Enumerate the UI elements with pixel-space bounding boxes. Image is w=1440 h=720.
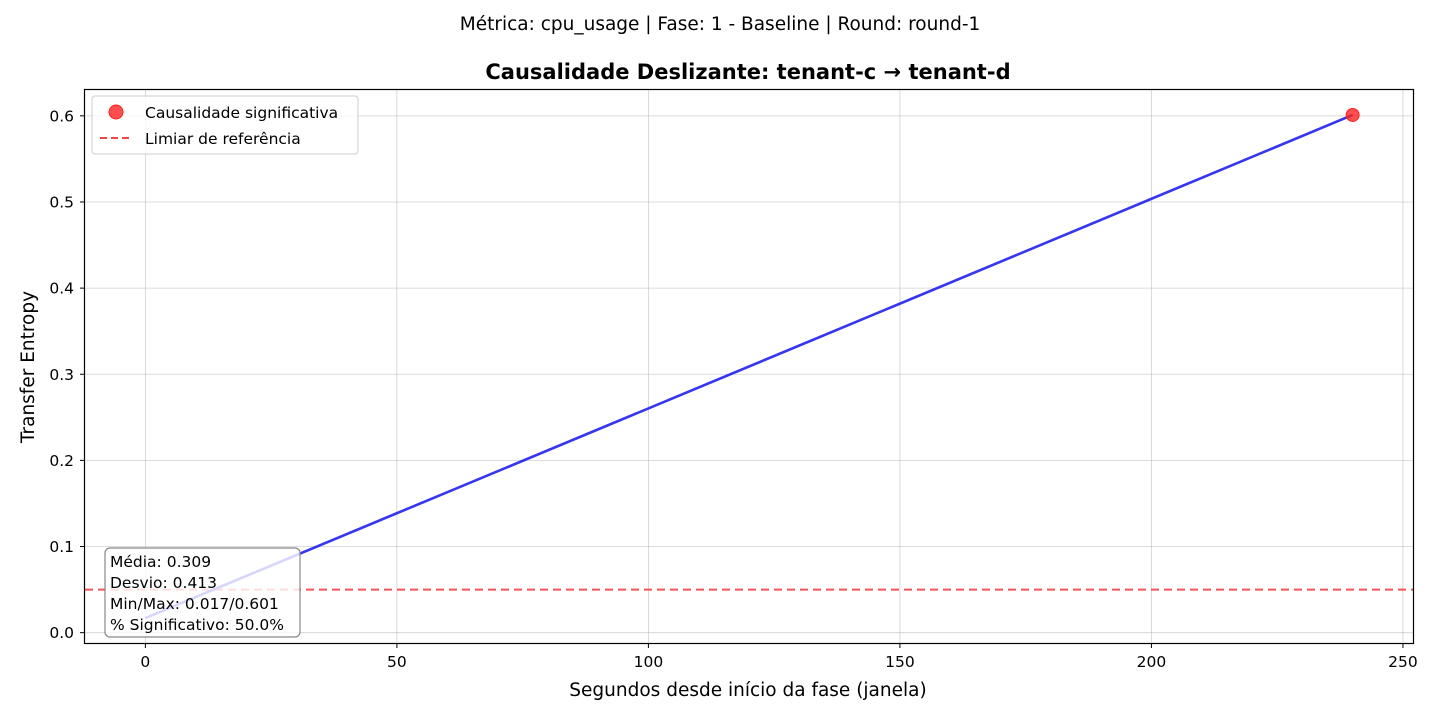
series-group bbox=[144, 113, 1354, 620]
y-tick-label: 0.4 bbox=[49, 280, 74, 298]
y-tick-label: 0.3 bbox=[49, 366, 74, 384]
x-tick-label: 150 bbox=[885, 653, 915, 671]
stats-line-mean: Média: 0.309 bbox=[110, 553, 211, 571]
plot-frame bbox=[83, 88, 1415, 645]
x-axis-ticks: 0 50 100 150 200 250 bbox=[140, 643, 1418, 671]
legend: Causalidade significativa Limiar de refe… bbox=[91, 95, 359, 155]
stats-line-minmax: Min/Max: 0.017/0.601 bbox=[110, 595, 279, 613]
stats-line-std: Desvio: 0.413 bbox=[110, 574, 217, 592]
stats-line-significant: % Significativo: 50.0% bbox=[110, 616, 284, 634]
stats-box: Média: 0.309 Desvio: 0.413 Min/Max: 0.01… bbox=[104, 547, 301, 638]
stats-box-frame bbox=[104, 547, 301, 638]
legend-frame bbox=[91, 95, 359, 155]
legend-marker-significant bbox=[108, 104, 124, 120]
chart-suptitle: Métrica: cpu_usage | Fase: 1 - Baseline … bbox=[460, 14, 981, 35]
significant-points-group bbox=[1345, 107, 1360, 122]
y-tick-label: 0.0 bbox=[49, 624, 74, 642]
grid-lines bbox=[85, 90, 1413, 643]
y-axis-label: Transfer Entropy bbox=[18, 291, 39, 444]
x-tick-label: 200 bbox=[1137, 653, 1167, 671]
y-tick-label: 0.5 bbox=[49, 193, 74, 211]
y-tick-label: 0.2 bbox=[49, 452, 74, 470]
x-tick-label: 100 bbox=[634, 653, 664, 671]
series-line bbox=[144, 113, 1354, 620]
y-axis-ticks: 0.0 0.1 0.2 0.3 0.4 0.5 0.6 bbox=[49, 107, 85, 642]
x-tick-label: 50 bbox=[387, 653, 407, 671]
legend-label-significant: Causalidade significativa bbox=[145, 104, 338, 122]
x-axis-label: Segundos desde início da fase (janela) bbox=[569, 680, 926, 701]
legend-label-reference: Limiar de referência bbox=[145, 130, 301, 148]
y-tick-label: 0.6 bbox=[49, 107, 74, 125]
x-tick-label: 250 bbox=[1388, 653, 1418, 671]
y-tick-label: 0.1 bbox=[49, 538, 74, 556]
x-tick-label: 0 bbox=[140, 653, 150, 671]
chart-title: Causalidade Deslizante: tenant-c → tenan… bbox=[485, 60, 1010, 84]
significant-point bbox=[1345, 107, 1360, 122]
